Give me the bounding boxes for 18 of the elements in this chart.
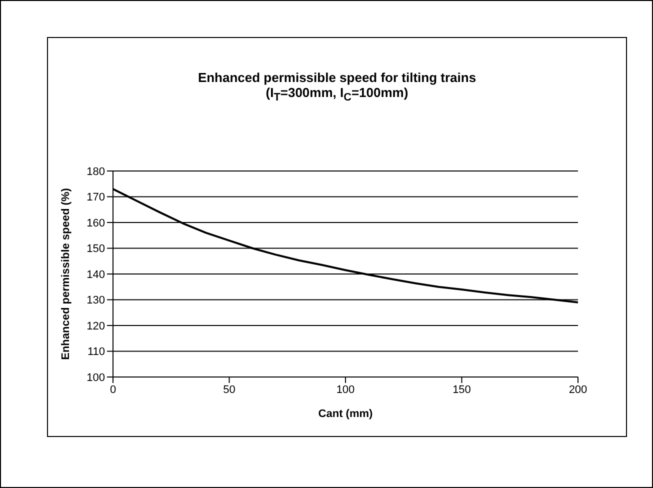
y-tick-label: 160 bbox=[86, 217, 105, 230]
x-tick-label: 200 bbox=[568, 384, 588, 396]
y-tick-label: 130 bbox=[86, 294, 105, 307]
x-tick-label: 100 bbox=[336, 384, 355, 396]
y-tick-label: 120 bbox=[86, 320, 105, 332]
y-tick-label: 100 bbox=[86, 372, 105, 384]
x-axis-title: Cant (mm) bbox=[318, 408, 374, 420]
chart-subtitle: (I$_{T}$=300mm, I$_{C}$=100mm) bbox=[264, 85, 410, 104]
y-tick-label: 180 bbox=[86, 166, 105, 178]
y-tick-label: 170 bbox=[86, 192, 105, 204]
y-tick-label: 150 bbox=[86, 243, 105, 256]
y-tick-label: 110 bbox=[87, 346, 105, 358]
x-tick-label: 150 bbox=[452, 384, 471, 396]
x-tick-label: 0 bbox=[110, 384, 116, 396]
y-axis-title: Enhanced permissible speed (%) bbox=[60, 188, 72, 360]
chart-title: Enhanced permissible speed for tilting trains bbox=[196, 70, 478, 85]
x-tick-label: 50 bbox=[223, 384, 236, 396]
y-tick-label: 140 bbox=[86, 268, 105, 281]
